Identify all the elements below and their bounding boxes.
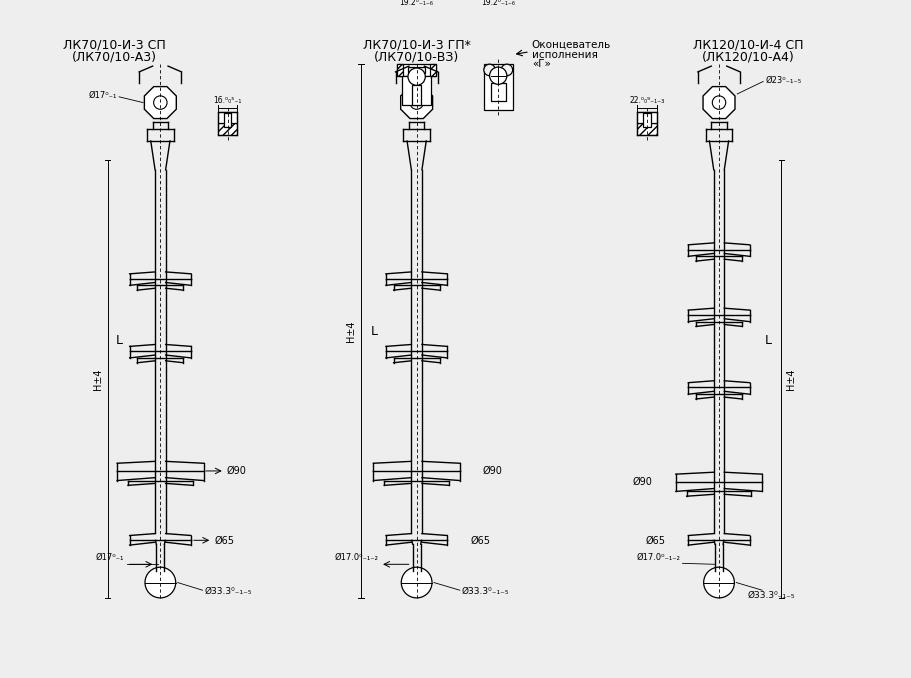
Circle shape xyxy=(153,96,167,109)
Text: Ø90: Ø90 xyxy=(226,466,246,476)
Text: Ø90: Ø90 xyxy=(632,477,652,487)
Text: Ø23⁰₋₁₋₅: Ø23⁰₋₁₋₅ xyxy=(764,76,801,85)
Text: 22.⁰₀⁹₋₁₋₃: 22.⁰₀⁹₋₁₋₃ xyxy=(629,96,664,104)
Text: Ø65: Ø65 xyxy=(470,536,490,545)
Circle shape xyxy=(703,567,733,598)
Bar xyxy=(397,64,403,76)
Text: ЛК70/10-И-3 СП: ЛК70/10-И-3 СП xyxy=(63,39,166,52)
Text: L: L xyxy=(371,325,377,338)
Text: Оконцеватель: Оконцеватель xyxy=(531,40,610,50)
Text: Ø33.3⁰₋₁₋₅: Ø33.3⁰₋₁₋₅ xyxy=(461,586,508,596)
Text: H±4: H±4 xyxy=(785,368,795,390)
Text: Ø65: Ø65 xyxy=(645,536,664,545)
Text: Ø17⁰₋₁: Ø17⁰₋₁ xyxy=(88,90,117,100)
Text: H±4: H±4 xyxy=(93,368,103,390)
Bar xyxy=(223,113,231,127)
Text: 19.2⁰₋₁₋₆: 19.2⁰₋₁₋₆ xyxy=(481,0,515,7)
Text: 19.2⁰₋₁₋₆: 19.2⁰₋₁₋₆ xyxy=(399,0,433,7)
Text: Ø90: Ø90 xyxy=(482,466,502,476)
Text: H±4: H±4 xyxy=(346,320,356,342)
Polygon shape xyxy=(400,87,432,119)
Bar xyxy=(402,76,431,104)
Polygon shape xyxy=(702,87,734,119)
Text: L: L xyxy=(116,334,122,347)
Text: (ЛК70/10-ВЗ): (ЛК70/10-ВЗ) xyxy=(374,51,459,64)
Bar xyxy=(397,64,435,76)
Text: L: L xyxy=(763,334,771,347)
Bar xyxy=(484,64,512,111)
Text: 16.⁰₀⁵₋₁: 16.⁰₀⁵₋₁ xyxy=(213,96,241,104)
Text: Ø17.0⁰₋₁₋₂: Ø17.0⁰₋₁₋₂ xyxy=(334,553,378,561)
Bar xyxy=(407,67,425,73)
Bar xyxy=(218,112,237,123)
Bar xyxy=(412,85,421,104)
Bar xyxy=(490,83,506,100)
Text: Ø33.3⁰₋₁₋₅: Ø33.3⁰₋₁₋₅ xyxy=(747,591,794,599)
Text: ЛК70/10-И-3 ГП*: ЛК70/10-И-3 ГП* xyxy=(363,39,470,52)
Circle shape xyxy=(145,567,176,598)
Text: Ø65: Ø65 xyxy=(214,536,234,545)
Text: (ЛК120/10-А4): (ЛК120/10-А4) xyxy=(701,51,793,64)
Circle shape xyxy=(484,64,495,76)
Bar xyxy=(430,64,435,76)
Text: исполнения: исполнения xyxy=(531,49,597,60)
Text: Ø17⁰₋₁: Ø17⁰₋₁ xyxy=(96,553,124,561)
Text: ЛК120/10-И-4 СП: ЛК120/10-И-4 СП xyxy=(691,39,803,52)
Circle shape xyxy=(711,96,725,109)
Circle shape xyxy=(489,67,507,84)
Text: Ø17.0⁰₋₁₋₂: Ø17.0⁰₋₁₋₂ xyxy=(636,553,680,561)
Text: (ЛК70/10-А3): (ЛК70/10-А3) xyxy=(72,51,157,64)
Circle shape xyxy=(500,64,512,76)
Bar xyxy=(642,113,650,127)
Circle shape xyxy=(409,96,423,109)
Text: «Г»: «Г» xyxy=(531,59,550,69)
Polygon shape xyxy=(144,87,176,119)
Bar xyxy=(637,112,656,123)
Bar xyxy=(218,123,237,135)
Bar xyxy=(637,123,656,135)
Text: Ø33.3⁰₋₁₋₅: Ø33.3⁰₋₁₋₅ xyxy=(204,586,251,596)
Circle shape xyxy=(407,68,425,85)
Circle shape xyxy=(401,567,432,598)
